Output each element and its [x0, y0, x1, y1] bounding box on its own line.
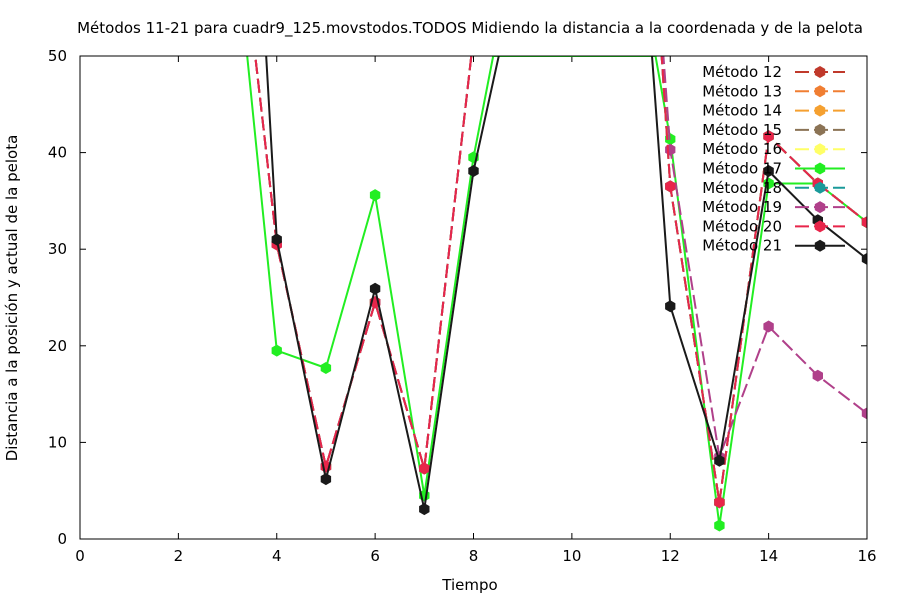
x-tick-label: 10 [562, 547, 581, 565]
legend-label: Método 20 [702, 217, 782, 235]
data-point [763, 130, 774, 143]
data-point [468, 165, 479, 177]
legend-label: Método 13 [702, 82, 782, 100]
data-point [861, 407, 867, 420]
y-tick-label: 10 [48, 433, 67, 451]
y-tick-label: 30 [48, 240, 67, 258]
legend-swatch-marker [814, 123, 826, 136]
legend-label: Método 15 [702, 121, 782, 139]
data-point [714, 519, 725, 532]
data-point [861, 216, 867, 229]
data-point [665, 180, 676, 193]
data-point [369, 282, 381, 295]
series-line [254, 56, 867, 504]
y-tick-label: 40 [48, 144, 67, 162]
x-tick-label: 0 [75, 547, 85, 565]
y-tick-label: 50 [48, 47, 67, 65]
x-axis-label: Tiempo [441, 576, 497, 594]
data-point [369, 189, 381, 202]
legend-label: Método 12 [702, 63, 782, 81]
series-line [254, 56, 867, 470]
data-point [419, 503, 430, 516]
chart-title: Métodos 11-21 para cuadr9_125.movstodos.… [77, 19, 863, 38]
legend-label: Método 16 [702, 140, 782, 158]
legend-swatch-marker [814, 239, 826, 252]
y-tick-label: 20 [48, 337, 67, 355]
data-point [419, 462, 430, 475]
data-point [271, 233, 282, 246]
data-point [714, 454, 725, 467]
data-point [714, 496, 725, 509]
data-point [271, 344, 282, 357]
x-tick-label: 12 [661, 547, 680, 565]
data-point [861, 252, 867, 265]
legend-label: Método 21 [702, 237, 782, 255]
x-tick-label: 16 [857, 547, 876, 565]
x-tick-label: 4 [272, 547, 282, 565]
y-axis-label: Distancia a la posición y actual de la p… [3, 135, 21, 462]
legend-swatch-marker [814, 162, 826, 175]
x-tick-label: 8 [469, 547, 479, 565]
data-point [665, 300, 676, 313]
data-point [812, 369, 823, 382]
legend-label: Método 17 [702, 160, 782, 178]
legend-swatch-marker [814, 66, 826, 78]
legend-swatch-marker [814, 181, 826, 194]
data-point [763, 165, 774, 177]
data-point [763, 320, 774, 333]
legend-label: Método 18 [702, 179, 782, 197]
series-21 [265, 56, 867, 516]
legend-swatch-marker [814, 85, 826, 98]
x-tick-label: 6 [370, 547, 380, 565]
legend-swatch-marker [814, 143, 826, 156]
x-tick-label: 14 [759, 547, 778, 565]
legend-swatch-marker [814, 201, 826, 214]
legend-label: Método 14 [702, 102, 782, 120]
data-point [320, 362, 332, 374]
legend-swatch-marker [814, 220, 826, 233]
legend-label: Método 19 [702, 198, 782, 216]
y-tick-label: 0 [57, 530, 67, 548]
legend-swatch-marker [814, 104, 826, 117]
data-point [320, 473, 332, 486]
x-tick-label: 2 [174, 547, 184, 565]
plot-frame [79, 55, 868, 540]
